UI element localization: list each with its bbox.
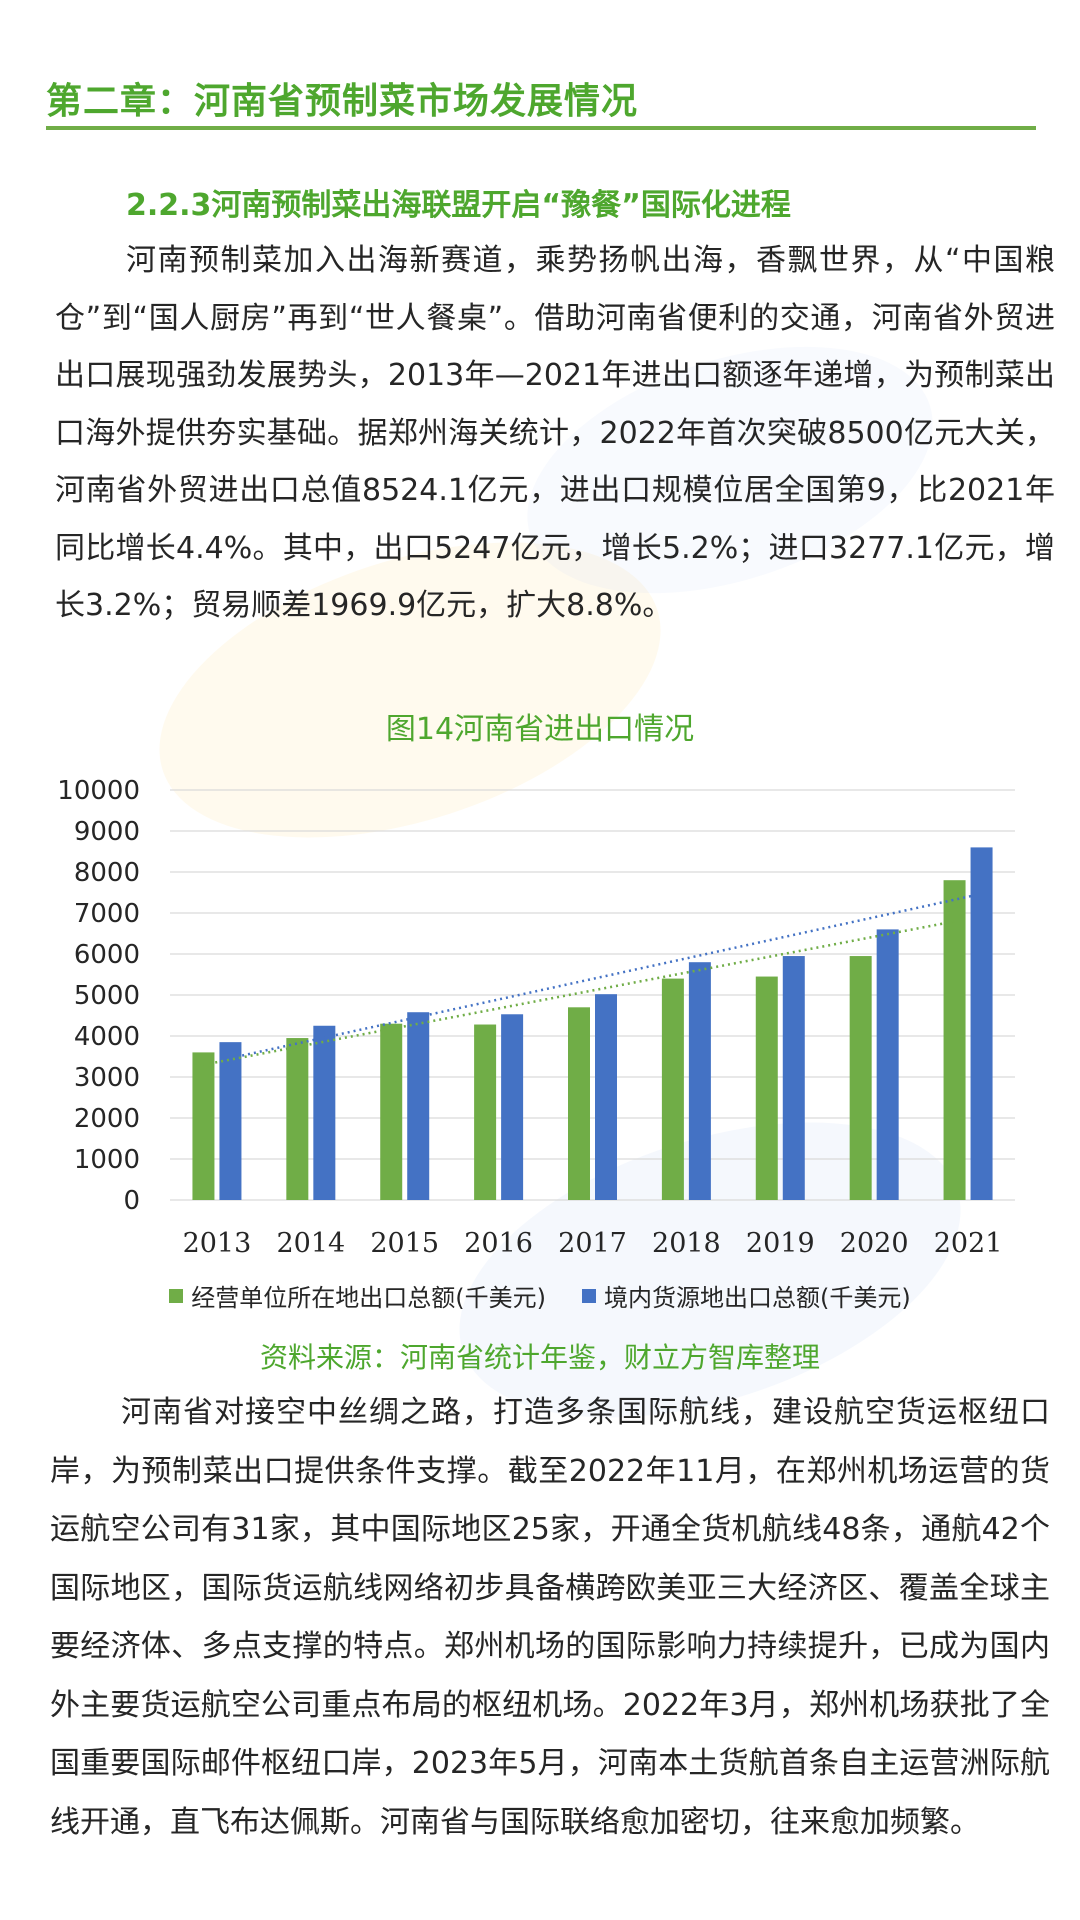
- bar-export-by-origin: [970, 847, 993, 1200]
- legend-item-export-by-origin: 境内货源地出口总额(千美元): [582, 1278, 911, 1313]
- y-tick-label: 2000: [74, 1104, 140, 1134]
- trendline-export-by-operator: [203, 920, 955, 1066]
- chapter-divider: [46, 126, 1036, 130]
- bar-export-by-origin: [688, 962, 711, 1200]
- bar-export-by-operator: [192, 1052, 215, 1200]
- y-tick-label: 5000: [74, 981, 140, 1011]
- bar-export-by-operator: [849, 956, 872, 1200]
- y-tick-label: 3000: [74, 1063, 140, 1093]
- chart-title: 图14河南省进出口情况: [385, 712, 695, 747]
- chart-source: 资料来源：河南省统计年鉴，财立方智库整理: [259, 1341, 820, 1374]
- bar-export-by-origin: [219, 1042, 242, 1200]
- x-tick-label: 2017: [558, 1228, 627, 1259]
- x-tick-label: 2021: [934, 1228, 1003, 1259]
- y-tick-label: 9000: [74, 817, 140, 847]
- y-tick-label: 1000: [74, 1145, 140, 1175]
- x-tick-label: 2016: [464, 1228, 533, 1259]
- bar-export-by-origin: [313, 1025, 336, 1200]
- y-tick-label: 10000: [57, 776, 140, 806]
- bar-export-by-operator: [943, 880, 966, 1200]
- y-tick-label: 0: [123, 1186, 140, 1216]
- y-tick-label: 7000: [74, 899, 140, 929]
- bar-export-by-operator: [661, 978, 684, 1200]
- y-tick-label: 8000: [74, 858, 140, 888]
- bar-export-by-operator: [755, 976, 778, 1200]
- bar-export-by-operator: [474, 1024, 497, 1200]
- body-paragraph: 河南省对接空中丝绸之路，打造多条国际航线，建设航空货运枢纽口岸，为预制菜出口提供…: [50, 1395, 1050, 1840]
- legend-swatch-green: [169, 1288, 184, 1303]
- x-tick-label: 2015: [370, 1228, 439, 1259]
- legend-swatch-blue: [582, 1288, 596, 1303]
- export-bar-chart: 0 1000 2000 3000 4000 5000 6000 7000 8000 9000 100…: [57, 776, 1015, 1259]
- bar-export-by-origin: [876, 929, 899, 1200]
- legend-label: 经营单位所在地出口总额(千美元): [191, 1284, 546, 1312]
- x-tick-label: 2018: [652, 1228, 721, 1259]
- bar-export-by-origin: [407, 1012, 430, 1200]
- section-title: 2.2.3河南预制菜出海联盟开启“豫餐”国际化进程: [126, 188, 791, 223]
- bar-export-by-origin: [501, 1014, 524, 1200]
- legend-label: 境内货源地出口总额(千美元): [604, 1284, 911, 1312]
- bar-export-by-operator: [286, 1038, 309, 1200]
- y-tick-label: 6000: [74, 940, 140, 970]
- x-tick-label: 2013: [183, 1228, 252, 1259]
- chapter-title: 第二章：河南省预制菜市场发展情况: [46, 81, 639, 122]
- bar-export-by-origin: [782, 956, 805, 1200]
- x-tick-label: 2020: [840, 1228, 909, 1259]
- y-tick-label: 4000: [74, 1022, 140, 1052]
- legend-item-export-by-operator: 经营单位所在地出口总额(千美元): [169, 1278, 546, 1313]
- x-tick-label: 2019: [746, 1228, 815, 1259]
- x-tick-label: 2014: [276, 1228, 345, 1259]
- chart-legend: 经营单位所在地出口总额(千美元) 境内货源地出口总额(千美元): [0, 1278, 1080, 1313]
- bar-export-by-operator: [568, 1007, 590, 1200]
- bar-export-by-operator: [380, 1023, 403, 1200]
- trendline-export-by-origin: [230, 892, 982, 1060]
- bar-export-by-origin: [595, 994, 617, 1200]
- body-paragraph: 河南预制菜加入出海新赛道，乘势扬帆出海，香飘世界，从“中国粮仓”到“国人厨房”再…: [55, 243, 1055, 623]
